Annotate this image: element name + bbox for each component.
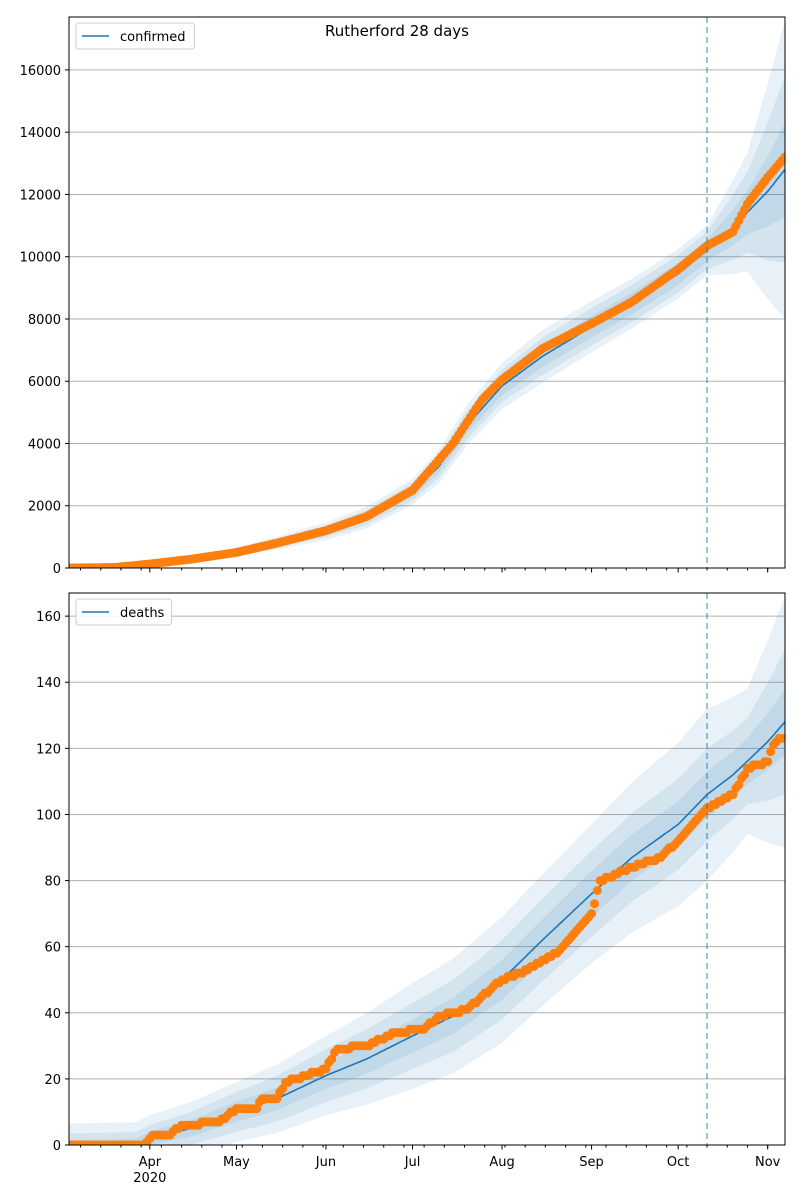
axes-frame [68,16,786,569]
band-outer [69,596,785,1145]
x-tick-label: Apr [139,1155,162,1170]
chart-title: Rutherford 28 days [325,22,469,40]
observed-point [780,152,785,162]
y-tick-label: 12000 [20,188,61,203]
observed-point [590,899,599,909]
y-tick-label: 10000 [20,251,61,266]
band-inner [69,122,785,568]
y-tick-label: 100 [36,808,61,823]
band-middle [69,76,785,568]
y-tick-label: 4000 [28,437,61,452]
x-tick-label: Nov [755,1155,781,1170]
y-tick-label: 20 [44,1073,61,1088]
y-tick-label: 140 [36,676,61,691]
x-tick-label: Sep [579,1155,604,1170]
legend: confirmed [75,22,195,50]
x-tick-label: Oct [667,1155,689,1170]
x-tick-label: Aug [489,1155,514,1170]
panel-confirmed: 0 2000 4000 6000 8000 10000 12000 14000 16000 con… [20,16,786,577]
x-tick-label: Jun [315,1155,336,1170]
y-tick-label: 2000 [28,500,61,515]
y-tick-label: 120 [36,742,61,757]
y-tick-label: 8000 [28,313,61,328]
y-tick-label: 14000 [20,126,61,141]
y-tick-label: 16000 [20,64,61,79]
legend: deaths [75,598,173,626]
observed-point [587,909,597,919]
x-tick-label: Jul [404,1155,421,1170]
plot-area [69,20,785,568]
y-tick-label: 0 [53,1139,61,1154]
observed-point [780,733,785,743]
plot-area [69,596,785,1145]
model-line-confirmed [69,169,785,568]
x-tick-label: May [223,1155,250,1170]
y-tick-label: 6000 [28,375,61,390]
band-middle [69,649,785,1145]
y-tick-label: 160 [36,610,61,625]
y-tick-label: 40 [44,1007,61,1022]
axes-frame [68,592,786,1146]
legend-box [75,598,173,626]
legend-label: confirmed [120,30,186,45]
legend-label: deaths [120,606,165,621]
observed-point [763,757,773,767]
legend-box [75,22,195,50]
panel-deaths: 0 20 40 60 80 100 120 140 160 Apr May Jun Jul Aug Sep O… [36,592,786,1186]
observed-point [592,886,602,895]
y-tick-label: 60 [44,941,61,956]
y-tick-label: 0 [53,562,61,577]
y-tick-label: 80 [44,875,61,890]
x-year-label: 2020 [133,1171,166,1186]
